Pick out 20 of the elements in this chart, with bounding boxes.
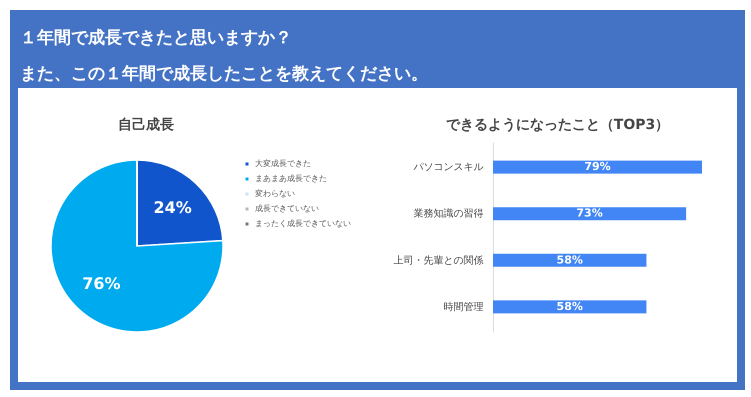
- data-label: 76%: [82, 274, 121, 293]
- chart-title: できるようになったこと（TOP3）: [446, 117, 670, 133]
- data-label: 58%: [556, 300, 583, 313]
- legend-label: 成長できていない: [255, 204, 319, 213]
- data-label: 58%: [556, 253, 583, 266]
- data-label: 73%: [576, 206, 603, 220]
- legend-label: 大変成長できた: [255, 159, 311, 168]
- data-label: 79%: [584, 160, 611, 174]
- text: １年間で成長できたと思いますか？: [20, 27, 293, 49]
- y-tick-label: 上司・先輩との関係: [394, 254, 484, 266]
- y-tick-label: パソコンスキル: [412, 162, 484, 174]
- text: また、この１年間で成長したことを教えてください。: [20, 63, 429, 85]
- chart-title: 自己成長: [118, 117, 174, 133]
- legend-label: 変わらない: [255, 189, 295, 198]
- legend-label: まあまあ成長できた: [255, 174, 327, 183]
- y-tick-label: 時間管理: [444, 300, 484, 313]
- y-tick-label: 業務知識の習得: [414, 208, 484, 220]
- data-label: 24%: [153, 198, 192, 218]
- legend-label: まったく成長できていない: [255, 219, 351, 228]
- pie-slice: [50, 159, 224, 333]
